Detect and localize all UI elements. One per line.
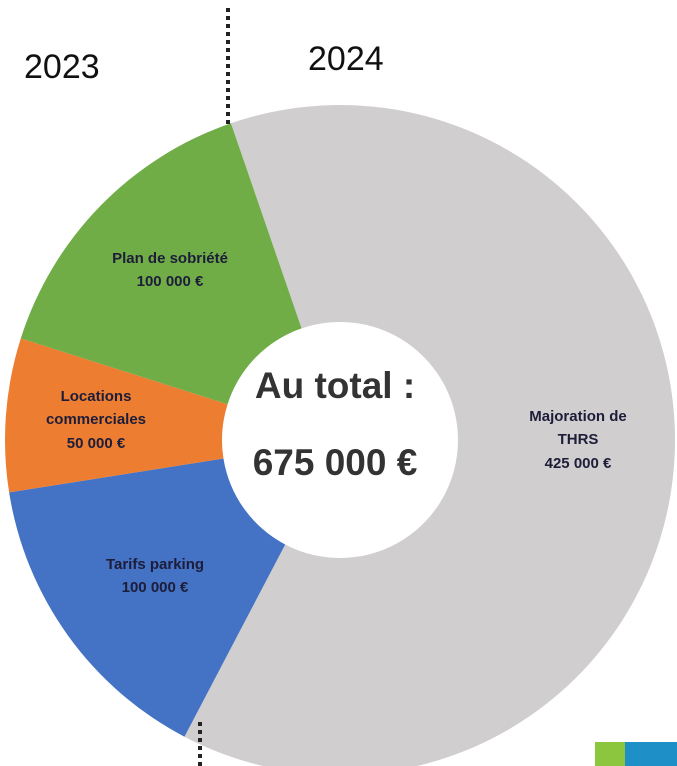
donut-segment [20,123,302,405]
annotation-2024: 2024 [308,40,384,78]
segment-name: Majoration de THRS [529,408,627,449]
center-total: 675 000 € [252,442,418,483]
segment-name: Plan de sobriété [112,249,228,267]
segment-label: Tarifs parking 100 000 € [70,553,240,600]
segment-name: Locations commerciales [45,388,147,429]
segment-label: Locations commerciales 50 000 € [11,385,181,455]
segment-value: 100 000 € [121,579,189,596]
segment-name: Tarifs parking [105,555,205,573]
segment-value: 50 000 € [66,434,126,452]
donut-segment [9,458,286,737]
segment-label: Majoration de THRS 425 000 € [508,405,648,475]
segment-value: 100 000 € [136,273,204,290]
annotation-2023: 2023 [24,48,100,86]
segment-value: 425 000 € [544,454,612,472]
logo [595,742,677,766]
segments [4,105,675,766]
segment-label: Plan de sobriété 100 000 € [75,247,265,294]
center-title: Au total : [254,365,416,406]
donut-segment [184,105,675,766]
donut-segment [4,338,228,493]
